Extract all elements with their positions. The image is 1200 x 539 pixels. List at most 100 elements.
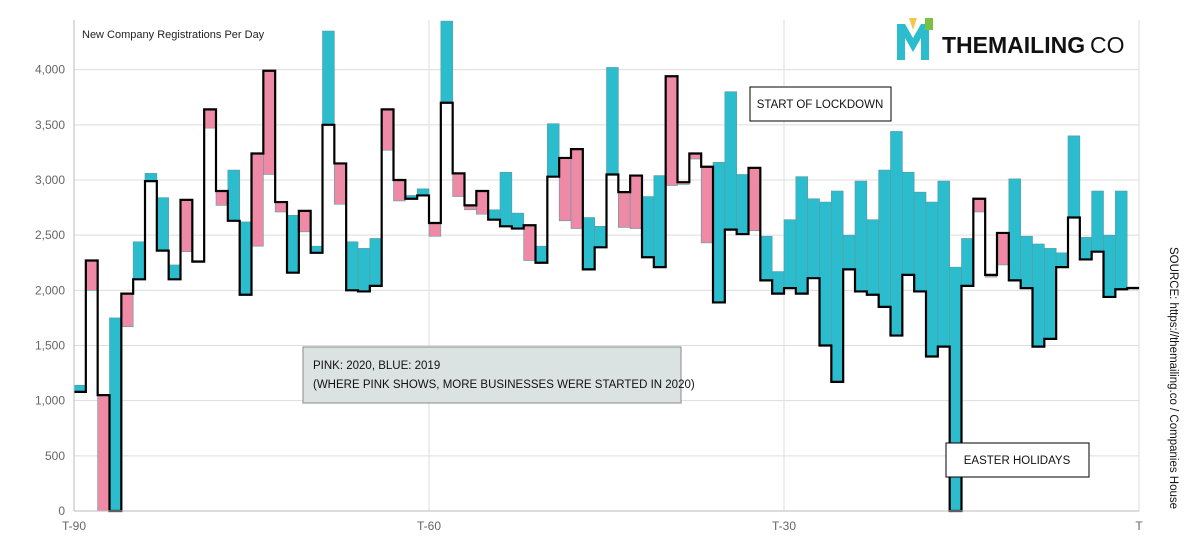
fill-2019-higher bbox=[1115, 190, 1128, 290]
logo-wordmark-bold: THEMAILING bbox=[942, 32, 1085, 58]
fill-2020-higher bbox=[85, 260, 98, 291]
fill-2019-higher bbox=[724, 91, 737, 230]
fill-2019-higher bbox=[606, 67, 619, 175]
fill-2020-higher bbox=[274, 201, 288, 213]
fill-2019-higher bbox=[322, 30, 335, 126]
fill-2019-higher bbox=[866, 219, 879, 296]
fill-2019-higher bbox=[1032, 243, 1045, 347]
fill-2020-higher bbox=[629, 175, 643, 229]
fill-2019-higher bbox=[369, 238, 382, 287]
fill-2019-higher bbox=[109, 317, 122, 512]
fill-2020-higher bbox=[558, 157, 572, 222]
fill-2019-higher bbox=[1067, 135, 1081, 218]
annotation-easter-box bbox=[945, 442, 1090, 478]
fill-2020-higher bbox=[215, 190, 229, 206]
fill-2020-higher bbox=[298, 210, 311, 233]
x-tick-label: T-90 bbox=[62, 519, 86, 533]
fill-2019-higher bbox=[795, 176, 808, 294]
fill-2019-higher bbox=[227, 169, 240, 222]
fill-2019-higher bbox=[842, 234, 856, 270]
legend: PINK: 2020, BLUE: 2019 (WHERE PINK SHOWS… bbox=[302, 346, 695, 404]
fill-2020-higher bbox=[203, 109, 217, 129]
fill-2019-higher bbox=[1055, 252, 1069, 268]
y-tick-label: 1,000 bbox=[35, 394, 65, 408]
fill-2019-higher bbox=[807, 198, 820, 279]
fill-2019-higher bbox=[547, 123, 560, 177]
y-tick-label: 2,000 bbox=[35, 283, 65, 297]
y-tick-label: 3,500 bbox=[35, 118, 65, 132]
legend-box bbox=[302, 346, 682, 404]
fills bbox=[73, 20, 1140, 512]
y-tick-label: 1,500 bbox=[35, 338, 65, 352]
fill-2019-higher bbox=[440, 20, 453, 104]
fill-2019-higher bbox=[1008, 178, 1021, 281]
fill-2019-higher bbox=[345, 241, 359, 291]
fill-2020-higher bbox=[97, 394, 110, 512]
y-tick-label: 0 bbox=[58, 504, 65, 518]
fill-2019-higher bbox=[357, 248, 371, 292]
fill-2019-higher bbox=[1103, 234, 1116, 298]
y-tick-label: 4,000 bbox=[35, 63, 65, 77]
fill-2019-higher bbox=[1091, 190, 1104, 253]
fill-2019-higher bbox=[831, 190, 844, 383]
fill-2020-higher bbox=[665, 75, 678, 186]
y-tick-labels: 0 500 1,000 1,500 2,000 2,500 3,000 3,500 4,000 bbox=[35, 63, 65, 518]
fill-2019-higher bbox=[653, 175, 666, 268]
chart-title: New Company Registrations Per Day bbox=[82, 29, 265, 41]
fill-2020-higher bbox=[180, 199, 193, 253]
fill-2020-higher bbox=[251, 153, 264, 247]
logo-mark-shape bbox=[897, 24, 929, 60]
x-tick-labels: T-90 T-60 T-30 T bbox=[62, 519, 1143, 533]
fill-2019-higher bbox=[594, 226, 607, 248]
fill-2019-higher bbox=[144, 173, 158, 182]
fill-2019-higher bbox=[1044, 248, 1057, 340]
y-tick-label: 2,500 bbox=[35, 228, 65, 242]
fill-2020-higher bbox=[121, 293, 134, 328]
x-tick-label: T-60 bbox=[417, 519, 441, 533]
fill-2020-higher bbox=[996, 232, 1010, 266]
fill-2019-higher bbox=[487, 209, 501, 221]
annotation-easter: EASTER HOLIDAYS bbox=[945, 442, 1090, 478]
fill-2019-higher bbox=[499, 171, 513, 227]
x-tick-label: T bbox=[1135, 519, 1143, 533]
fill-2019-higher bbox=[168, 264, 181, 280]
fill-2020-higher bbox=[263, 70, 276, 175]
annotation-easter-text: EASTER HOLIDAYS bbox=[964, 455, 1071, 467]
y-tick-label: 500 bbox=[45, 449, 65, 463]
fill-2019-higher bbox=[641, 196, 655, 258]
fill-2019-higher bbox=[132, 241, 146, 280]
fill-2019-higher bbox=[239, 221, 252, 296]
fill-2019-higher bbox=[535, 245, 548, 264]
fill-2019-higher bbox=[511, 212, 524, 229]
fill-2020-higher bbox=[973, 198, 986, 213]
fill-2019-higher bbox=[854, 180, 868, 292]
fill-2019-higher bbox=[902, 171, 915, 276]
fill-2020-higher bbox=[381, 109, 394, 151]
fill-2019-higher bbox=[937, 180, 950, 347]
fill-2019-higher bbox=[760, 235, 773, 281]
logo-mark-accent bbox=[909, 18, 917, 30]
annotation-lockdown-text: START OF LOCKDOWN bbox=[757, 99, 884, 111]
fill-2019-higher bbox=[712, 162, 726, 303]
fill-2019-higher bbox=[819, 201, 832, 346]
fill-2020-higher bbox=[570, 148, 584, 229]
fill-2019-higher bbox=[925, 201, 939, 357]
fill-2020-higher bbox=[700, 166, 714, 244]
fill-2020-higher bbox=[334, 163, 347, 205]
legend-line-1: PINK: 2020, BLUE: 2019 bbox=[313, 360, 440, 372]
company-logo: THEMAILING CO bbox=[893, 17, 1125, 63]
fill-2019-higher bbox=[771, 271, 785, 294]
fill-2019-higher bbox=[1079, 237, 1092, 260]
y-tick-label: 3,000 bbox=[35, 173, 65, 187]
fill-2020-higher bbox=[393, 179, 406, 202]
fill-2019-higher bbox=[878, 169, 891, 308]
legend-line-2: (WHERE PINK SHOWS, MORE BUSINESSES WERE … bbox=[313, 379, 695, 391]
fill-2019-higher bbox=[156, 197, 169, 251]
fill-2019-higher bbox=[1020, 235, 1033, 289]
logo-mark-stripe bbox=[925, 18, 933, 30]
fill-2020-higher bbox=[523, 224, 536, 261]
annotation-lockdown-box bbox=[749, 86, 892, 122]
fill-2019-higher bbox=[961, 238, 974, 287]
x-tick-label: T-30 bbox=[772, 519, 796, 533]
